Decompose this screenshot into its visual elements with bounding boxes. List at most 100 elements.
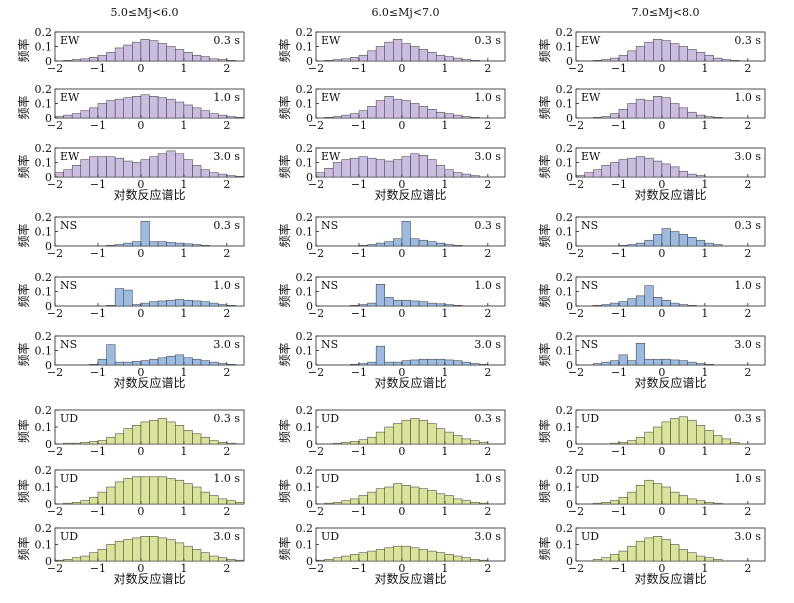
bar: [341, 58, 351, 62]
bar: [453, 172, 463, 178]
bar: [367, 50, 377, 62]
y-axis-label: 频率: [277, 38, 292, 62]
x-tick-label: 2: [484, 505, 491, 518]
bar: [427, 109, 437, 119]
bar: [166, 46, 176, 62]
y-tick-label: 0: [306, 300, 313, 313]
bar: [350, 441, 360, 445]
y-tick-label: 0.1: [296, 98, 314, 111]
bar: [140, 39, 150, 62]
x-tick-label: 0: [137, 307, 144, 320]
period-label: 0.3 s: [734, 34, 761, 47]
x-axis-label: 对数反应谱比: [374, 187, 446, 202]
component-label: UD: [321, 472, 339, 485]
bar: [461, 500, 471, 505]
bar: [89, 57, 99, 62]
y-tick-label: 0: [566, 300, 573, 313]
bar: [375, 549, 385, 562]
bar: [418, 419, 428, 445]
bar: [436, 54, 446, 62]
y-tick-label: 0.2: [296, 464, 314, 477]
x-tick-label: −2: [47, 178, 63, 191]
bar: [601, 502, 611, 505]
bar: [350, 364, 360, 366]
bar: [670, 231, 680, 247]
bar: [123, 242, 133, 247]
bar: [610, 302, 620, 307]
panel-ud-2-9: −2 −1 0 1 2 0 0.1 0.2 UD 3.0 s 频率: [277, 522, 506, 575]
bar: [200, 169, 210, 178]
bar: [453, 245, 463, 247]
y-axis-label: 频率: [16, 283, 31, 307]
y-tick-label: 0.2: [556, 211, 574, 224]
x-tick-label: −1: [90, 178, 106, 191]
bar: [97, 54, 107, 62]
bar: [71, 442, 82, 445]
bar: [97, 156, 107, 178]
bar: [653, 483, 663, 505]
bar: [140, 159, 150, 178]
bar: [175, 153, 185, 178]
y-tick-label: 0: [566, 112, 573, 125]
y-tick-label: 0.2: [556, 522, 574, 535]
bar: [235, 117, 245, 119]
x-tick-label: −1: [90, 307, 106, 320]
component-label: NS: [321, 219, 338, 232]
bar: [175, 101, 185, 119]
y-tick-label: 0: [306, 55, 313, 68]
bar: [209, 172, 219, 178]
bar: [670, 418, 680, 445]
y-axis-label: 频率: [277, 283, 292, 307]
bar: [166, 150, 176, 178]
y-tick-label: 0: [566, 55, 573, 68]
period-label: 1.0 s: [474, 472, 501, 485]
bar: [470, 502, 480, 505]
x-tick-label: 0: [137, 62, 144, 75]
component-label: EW: [581, 34, 601, 47]
bar: [183, 483, 193, 505]
bar: [226, 116, 236, 119]
y-tick-label: 0: [566, 498, 573, 511]
bar: [367, 157, 377, 178]
bar: [106, 486, 116, 505]
bar: [418, 239, 428, 247]
bar: [635, 436, 645, 445]
bar: [444, 554, 454, 562]
bar: [436, 242, 446, 247]
bar: [696, 500, 706, 505]
y-tick-label: 0.2: [296, 271, 314, 284]
bar: [618, 442, 628, 445]
bar: [635, 156, 645, 178]
y-axis-label: 频率: [16, 536, 31, 560]
panel-ns-3-5: −2 −1 0 1 200.10.2NS 1.0 s频率: [537, 271, 766, 320]
bar: [470, 559, 480, 562]
panel-ns-1-6: −2 −1 0 1 200.10.2NS 3.0 s频率: [16, 330, 245, 379]
y-tick-label: 0: [566, 171, 573, 184]
bar: [183, 243, 193, 247]
x-tick-label: 2: [744, 366, 751, 379]
bar: [618, 159, 628, 178]
period-label: 3.0 s: [474, 530, 501, 543]
x-tick-label: 0: [658, 247, 665, 260]
x-tick-label: 1: [701, 62, 708, 75]
bar: [332, 162, 343, 178]
bar: [427, 159, 437, 178]
period-label: 1.0 s: [213, 279, 240, 292]
y-tick-label: 0: [566, 240, 573, 253]
bar: [132, 425, 142, 445]
x-tick-label: 2: [484, 307, 491, 320]
y-tick-label: 0: [306, 112, 313, 125]
bar: [601, 116, 611, 119]
y-tick-label: 0.2: [35, 83, 53, 96]
y-axis-label: 频率: [537, 419, 552, 443]
bar: [200, 360, 210, 366]
x-tick-label: −1: [611, 307, 627, 320]
bar: [217, 363, 228, 366]
y-tick-label: 0.2: [35, 142, 53, 155]
bar: [71, 165, 82, 178]
bar: [461, 116, 471, 119]
x-tick-label: 1: [180, 307, 187, 320]
x-tick-label: 0: [658, 307, 665, 320]
y-tick-label: 0.1: [35, 481, 53, 494]
component-label: NS: [321, 279, 338, 292]
